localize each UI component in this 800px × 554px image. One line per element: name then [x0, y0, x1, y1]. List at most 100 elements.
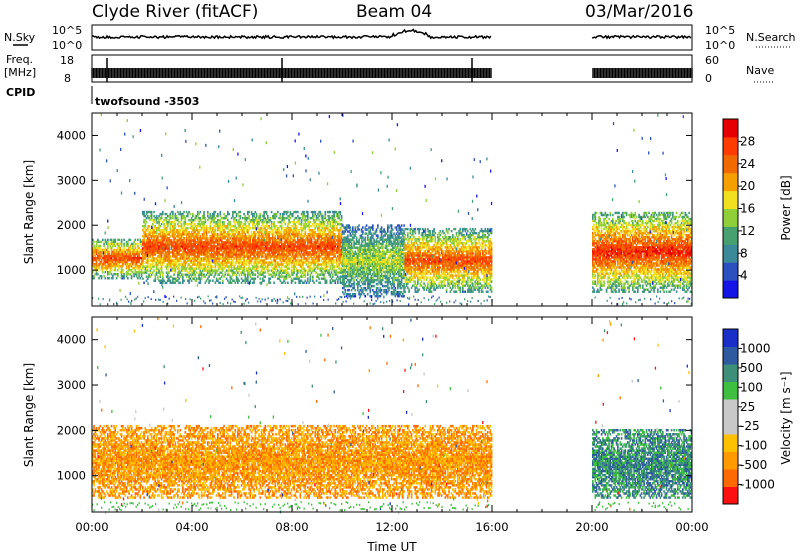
echo-cell — [165, 212, 168, 216]
echo-cell — [279, 271, 282, 274]
echo-cell — [147, 224, 149, 228]
echo-cell — [220, 253, 223, 256]
echo-cell — [254, 261, 257, 264]
echo-cell — [164, 243, 167, 246]
echo-cell — [187, 253, 189, 256]
echo-cell — [130, 246, 133, 250]
echo-cell — [280, 241, 283, 244]
echo-cell — [255, 265, 258, 268]
echo-cell — [337, 237, 339, 240]
echo-cell — [149, 241, 152, 244]
echo-cell — [178, 263, 180, 266]
echo-cell — [144, 224, 147, 228]
echo-cell — [220, 263, 223, 266]
echo-cell — [269, 255, 272, 258]
echo-cell — [334, 245, 337, 248]
echo-cell — [290, 279, 293, 282]
echo-cell — [320, 253, 323, 256]
echo-cell — [103, 248, 105, 252]
echo-cell — [204, 239, 207, 242]
echo-cell — [130, 270, 133, 274]
echo-cell — [310, 253, 313, 256]
echo-cell — [344, 248, 347, 251]
echo-cell — [302, 212, 304, 216]
echo-cell — [185, 273, 188, 276]
echo-cell — [297, 220, 299, 224]
echo-cell — [244, 277, 247, 280]
echo-cell — [237, 261, 239, 264]
echo-cell — [260, 273, 263, 276]
echo-cell — [168, 261, 170, 264]
echo-cell — [199, 267, 202, 270]
echo-cell — [315, 275, 318, 278]
echo-cell — [92, 254, 94, 258]
echo-cell — [300, 231, 303, 234]
echo-cell — [238, 269, 240, 272]
echo-cell — [274, 224, 277, 228]
echo-cell — [248, 269, 250, 272]
echo-cell — [177, 231, 179, 234]
echo-cell — [308, 224, 310, 228]
echo-cell — [187, 273, 189, 276]
echo-cell — [115, 262, 118, 266]
echo-cell — [262, 239, 264, 242]
echo-cell — [164, 227, 167, 230]
echo-cell — [274, 249, 277, 252]
echo-cell — [104, 238, 107, 242]
echo-cell — [187, 239, 189, 242]
echo-cell — [327, 210, 329, 214]
echo-cell — [119, 258, 122, 262]
echo-cell — [348, 224, 350, 227]
echo-cell — [318, 257, 320, 260]
echo-cell — [310, 229, 313, 232]
echo-cell — [198, 251, 200, 254]
echo-cell — [199, 281, 202, 284]
echo-cell — [322, 267, 324, 270]
echo-cell — [209, 269, 212, 272]
echo-cell — [205, 257, 208, 260]
echo-cell — [157, 261, 159, 264]
echo-cell — [210, 216, 213, 220]
echo-cell — [203, 267, 205, 270]
echo-cell — [258, 237, 260, 240]
echo-cell — [227, 255, 229, 258]
echo-cell — [208, 249, 210, 252]
echo-cell — [172, 255, 174, 258]
echo-cell — [245, 251, 248, 254]
echo-cell — [138, 260, 140, 264]
echo-cell — [102, 264, 104, 268]
echo-cell — [108, 260, 110, 264]
echo-cell — [288, 257, 290, 260]
echo-cell — [310, 239, 313, 242]
echo-cell — [120, 240, 123, 244]
echo-cell — [314, 243, 317, 246]
echo-cell — [333, 220, 335, 224]
echo-cell — [165, 251, 168, 254]
echo-cell — [307, 210, 309, 214]
echo-cell — [164, 281, 167, 284]
echo-cell — [159, 229, 162, 232]
echo-cell — [245, 239, 248, 242]
echo-cell — [350, 268, 353, 272]
echo-cell — [329, 220, 332, 224]
echo-cell — [129, 268, 132, 272]
echo-cell — [184, 251, 187, 254]
echo-cell — [350, 260, 353, 264]
echo-cell — [127, 244, 129, 248]
echo-cell — [199, 263, 202, 266]
echo-cell — [157, 247, 159, 250]
echo-cell — [274, 265, 277, 268]
echo-cell — [282, 245, 284, 248]
echo-cell — [340, 255, 343, 258]
echo-cell — [294, 261, 297, 264]
echo-cell — [345, 295, 348, 298]
echo-cell — [149, 253, 152, 256]
echo-cell — [250, 210, 253, 214]
echo-cell — [295, 277, 298, 280]
echo-cell — [284, 259, 287, 262]
echo-cell — [173, 227, 175, 230]
echo-cell — [333, 267, 335, 270]
echo-cell — [267, 227, 269, 230]
echo-cell — [230, 249, 233, 252]
echo-cell — [115, 252, 118, 256]
